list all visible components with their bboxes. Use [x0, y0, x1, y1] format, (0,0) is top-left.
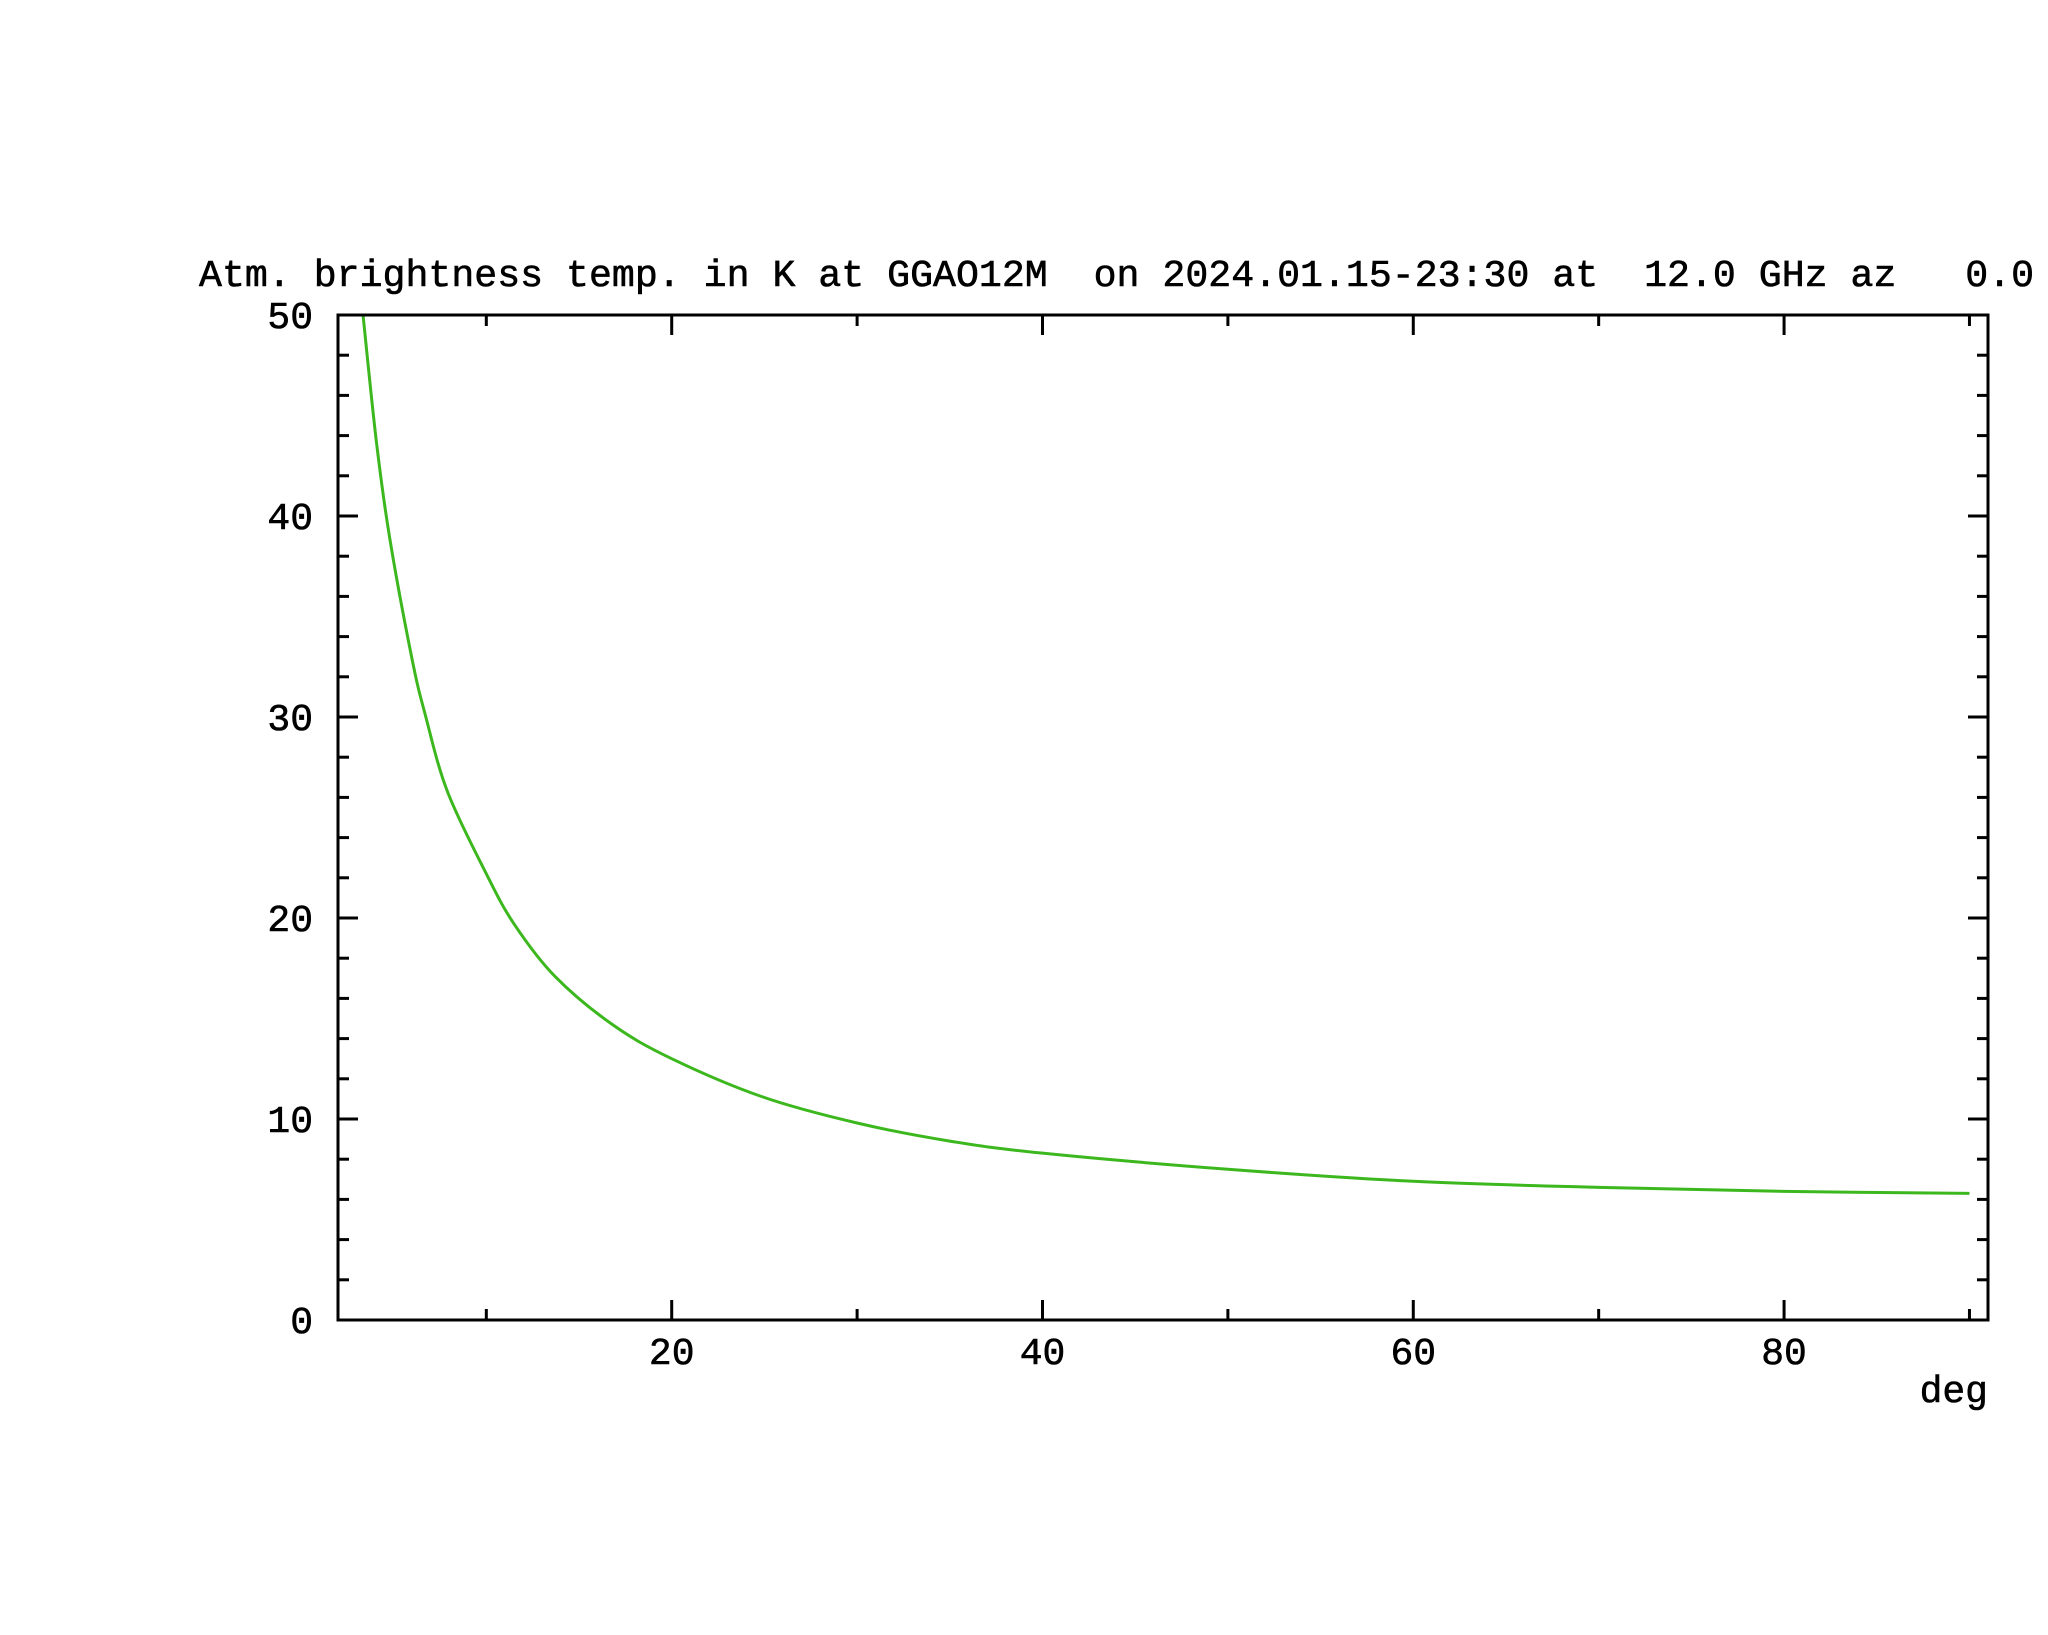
y-tick-label: 40	[267, 498, 313, 541]
y-tick-label: 0	[290, 1302, 313, 1345]
series-line	[361, 314, 1970, 1195]
chart-title: Atm. brightness temp. in K at GGAO12M on…	[199, 255, 2034, 298]
x-tick-label: 60	[1390, 1333, 1436, 1376]
x-tick-label: 40	[1020, 1333, 1066, 1376]
series-group	[361, 314, 1970, 1195]
x-axis-label: deg	[1920, 1371, 1988, 1414]
y-tick-label: 20	[267, 900, 313, 943]
x-tick-label: 80	[1761, 1333, 1807, 1376]
x-tick-label: 20	[649, 1333, 695, 1376]
y-tick-label: 30	[267, 699, 313, 742]
plot-frame	[336, 313, 1990, 1322]
axis-ticks	[338, 313, 1988, 1322]
tick-labels: 20 40 60 80 0 10 20 30 40 50	[267, 297, 1807, 1377]
y-tick-label: 10	[267, 1101, 313, 1144]
y-tick-label: 50	[267, 297, 313, 340]
